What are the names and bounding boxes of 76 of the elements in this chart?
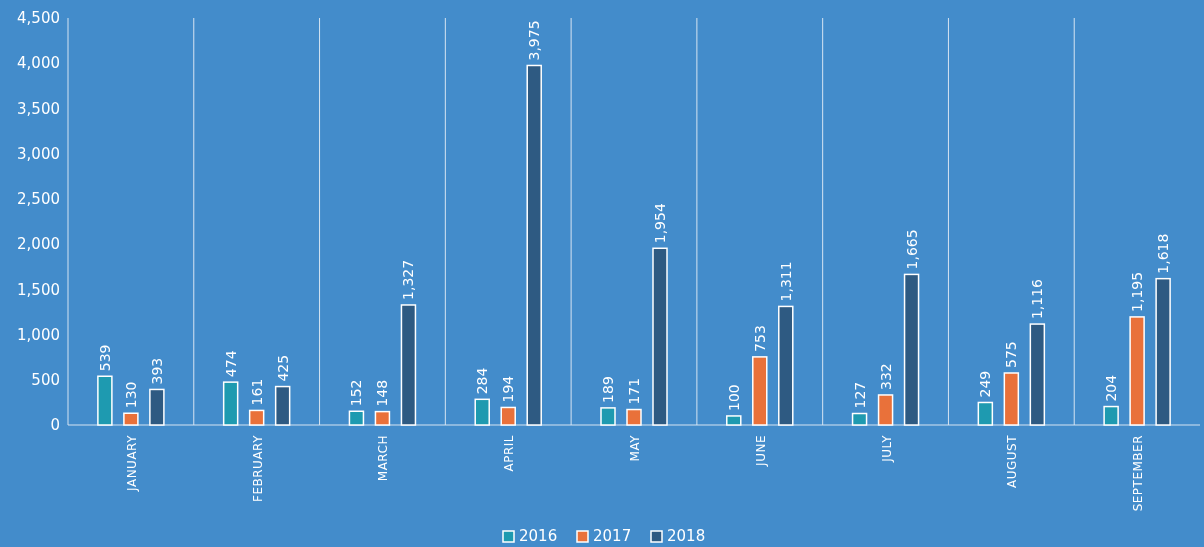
bar: [400, 304, 417, 426]
data-label: 3,975: [526, 20, 543, 61]
bar: [1155, 277, 1171, 426]
bar: [274, 385, 291, 426]
x-tick-label: JANUARY: [124, 434, 139, 492]
data-label: 753: [751, 325, 768, 352]
data-label: 1,116: [1029, 278, 1046, 320]
x-tick-label: JUNE: [753, 435, 768, 467]
data-label: 575: [1003, 341, 1020, 368]
bar: [348, 410, 365, 426]
data-label: 425: [274, 354, 291, 382]
data-label: 249: [977, 370, 994, 398]
legend-label: 2016: [519, 527, 558, 545]
data-label: 148: [374, 379, 391, 407]
bar: [851, 412, 868, 426]
y-tick-label: 2,500: [17, 190, 60, 209]
bar: [1003, 372, 1020, 426]
bar: [1103, 405, 1119, 426]
bar: [222, 381, 239, 426]
x-tick-label: APRIL: [502, 435, 517, 472]
data-label: 1,311: [777, 261, 794, 302]
data-label: 171: [626, 377, 642, 405]
data-label: 474: [222, 350, 239, 378]
x-tick-label: MAY: [628, 434, 642, 462]
data-label: 152: [348, 379, 365, 407]
bar: [374, 410, 391, 426]
y-tick-label: 2,000: [17, 235, 60, 254]
bar: [1029, 323, 1046, 426]
x-tick-label: JULY: [879, 434, 894, 463]
x-tick-label: AUGUST: [1005, 434, 1020, 489]
x-tick-label: FEBRUARY: [250, 434, 265, 502]
y-tick-label: 3,000: [17, 144, 60, 163]
bar: [778, 305, 794, 426]
data-label: 161: [248, 378, 265, 406]
bar: [500, 406, 516, 426]
data-label: 130: [122, 381, 139, 409]
data-label: 127: [851, 381, 868, 409]
bar: [248, 409, 265, 426]
data-label: 284: [474, 367, 491, 395]
y-tick-label: 0: [50, 416, 60, 435]
y-tick-label: 1,500: [17, 280, 60, 299]
data-label: 332: [877, 363, 894, 390]
bar: [752, 356, 768, 426]
data-label: 100: [725, 384, 742, 411]
bar: [726, 415, 742, 426]
bar: [97, 375, 113, 426]
bar: [474, 398, 490, 426]
data-label: 189: [600, 376, 616, 403]
bar: [1129, 316, 1145, 426]
data-label: 1,954: [652, 203, 668, 244]
data-label: 539: [96, 344, 113, 372]
data-label: 1,618: [1155, 233, 1172, 274]
bar: [903, 273, 920, 426]
data-label: 204: [1103, 374, 1120, 402]
y-tick-label: 3,500: [17, 99, 60, 118]
legend-label: 2018: [667, 527, 706, 545]
y-tick-label: 500: [31, 371, 60, 390]
bar: [877, 394, 894, 426]
data-label: 194: [500, 375, 517, 403]
bar: [123, 412, 139, 426]
data-label: 393: [148, 357, 165, 385]
bar: [977, 401, 994, 426]
bar: [526, 64, 542, 426]
data-label: 1,195: [1129, 271, 1146, 312]
bar: [652, 247, 668, 426]
bar: [626, 408, 642, 426]
bar: [149, 388, 165, 426]
x-tick-label: SEPTEMBER: [1131, 435, 1146, 512]
y-tick-label: 4,000: [17, 54, 60, 73]
x-tick-label: MARCH: [376, 435, 391, 482]
y-tick-label: 1,000: [17, 325, 60, 344]
data-label: 1,665: [903, 229, 920, 270]
y-tick-label: 4,500: [17, 9, 60, 28]
bar: [600, 407, 616, 426]
legend-label: 2017: [593, 527, 632, 545]
data-label: 1,327: [400, 259, 417, 300]
